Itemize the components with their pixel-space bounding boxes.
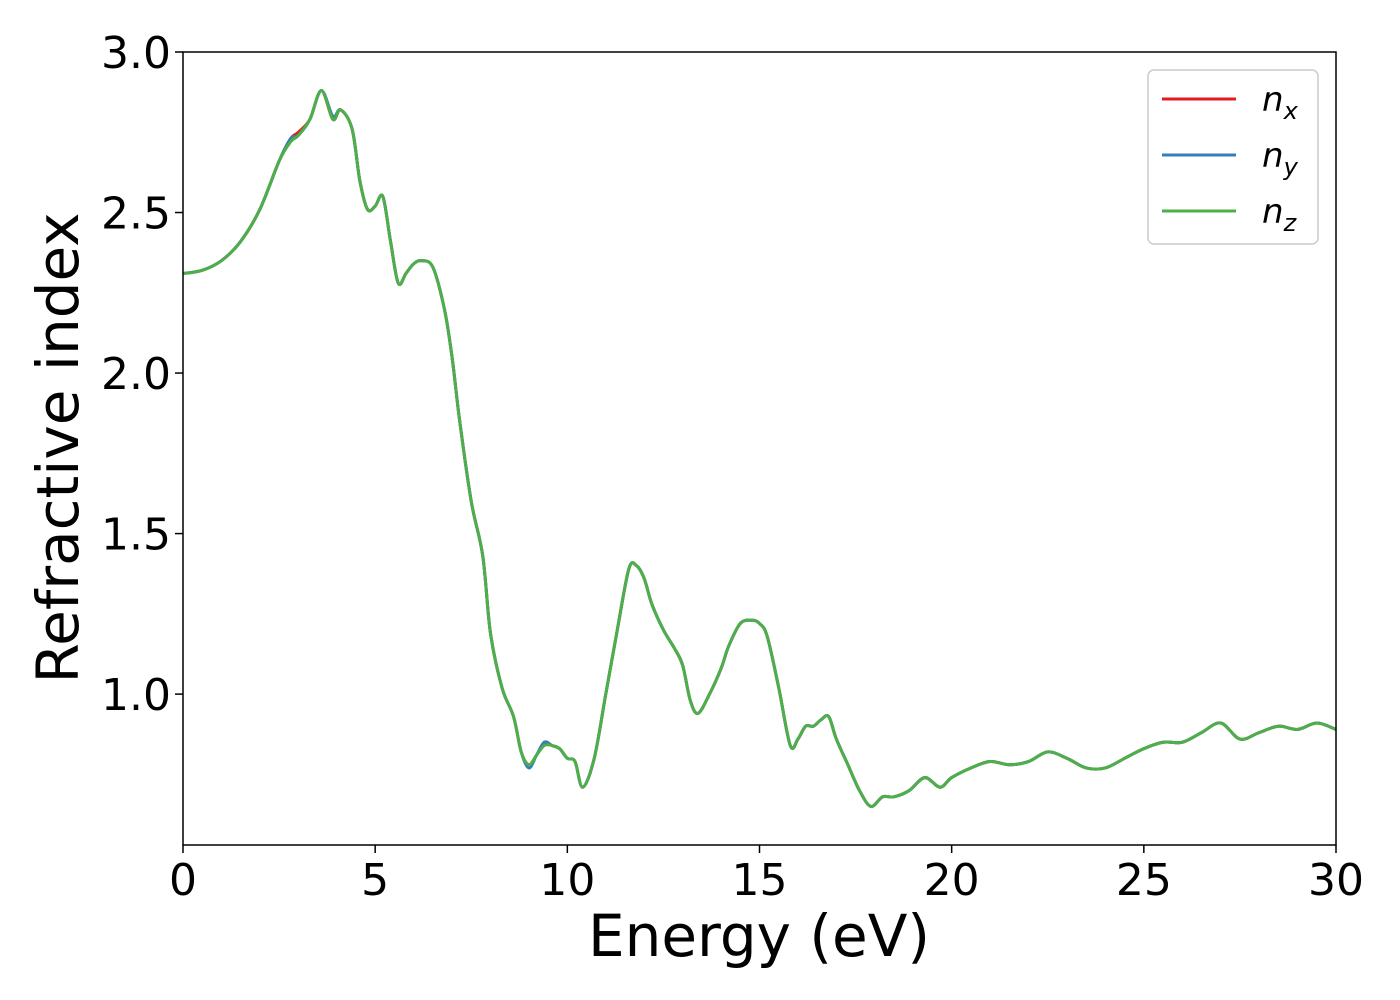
legend-label-n_x: nx xyxy=(1262,80,1299,125)
x-tick-label: 5 xyxy=(361,855,389,906)
y-tick-label: 1.5 xyxy=(101,510,171,561)
legend-box xyxy=(1147,69,1319,245)
y-axis-label: Refractive index xyxy=(24,212,92,683)
x-tick-label: 0 xyxy=(169,855,197,906)
plot-frame xyxy=(182,51,1337,846)
x-tick-label: 30 xyxy=(1308,855,1364,906)
y-tick-label: 2.5 xyxy=(101,189,171,240)
y-tick-label: 1.0 xyxy=(101,670,171,721)
legend-label-n_z: nz xyxy=(1262,192,1298,237)
x-tick-label: 20 xyxy=(924,855,980,906)
legend: nx ny nz xyxy=(1147,69,1319,245)
x-tick-label: 25 xyxy=(1116,855,1172,906)
series-layer xyxy=(183,89,1336,808)
x-tick-label: 15 xyxy=(732,855,788,906)
ticks-layer: 0 5 10 15 20 25 30 1.0 1.5 2.0 2.5 3.0 xyxy=(101,28,1364,906)
y-tick-label: 2.0 xyxy=(101,349,171,400)
x-axis-label: Energy (eV) xyxy=(588,902,930,970)
x-tick-label: 10 xyxy=(539,855,595,906)
y-tick-label: 3.0 xyxy=(101,28,171,79)
legend-label-n_y: ny xyxy=(1262,136,1299,181)
series-line-n_z xyxy=(183,89,1336,808)
